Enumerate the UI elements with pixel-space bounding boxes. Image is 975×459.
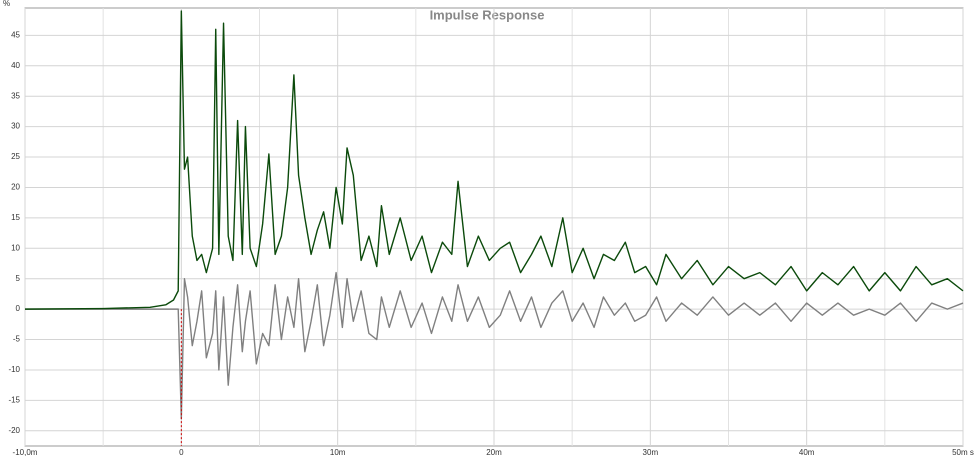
y-tick-label: -20 — [8, 426, 20, 435]
y-tick-label: -15 — [8, 395, 20, 404]
x-tick-label: 10m — [330, 448, 346, 457]
y-tick-label: 25 — [11, 152, 20, 161]
y-tick-label: 45 — [11, 30, 20, 39]
x-tick-label: 0 — [179, 448, 184, 457]
x-tick-label: -10,0m — [13, 448, 38, 457]
y-tick-label: 30 — [11, 122, 20, 131]
x-tick-label: 20m — [486, 448, 502, 457]
series-line — [24, 10, 964, 310]
y-tick-label: 10 — [11, 243, 20, 252]
y-tick-label: 20 — [11, 183, 20, 192]
y-tick-label: 5 — [16, 274, 21, 283]
y-tick-label: 40 — [11, 61, 20, 70]
y-tick-label: -5 — [13, 335, 21, 344]
chart-title: Impulse Response — [430, 7, 545, 22]
y-tick-label: 0 — [16, 304, 21, 313]
y-unit: % — [3, 0, 10, 8]
y-tick-label: 15 — [11, 213, 20, 222]
y-tick-label: 35 — [11, 91, 20, 100]
x-tick-label: 40m — [799, 448, 815, 457]
x-tick-label: 30m — [643, 448, 659, 457]
series-line — [25, 271, 964, 420]
x-tick-label: 50m s — [952, 448, 974, 457]
y-tick-label: -10 — [8, 365, 20, 374]
